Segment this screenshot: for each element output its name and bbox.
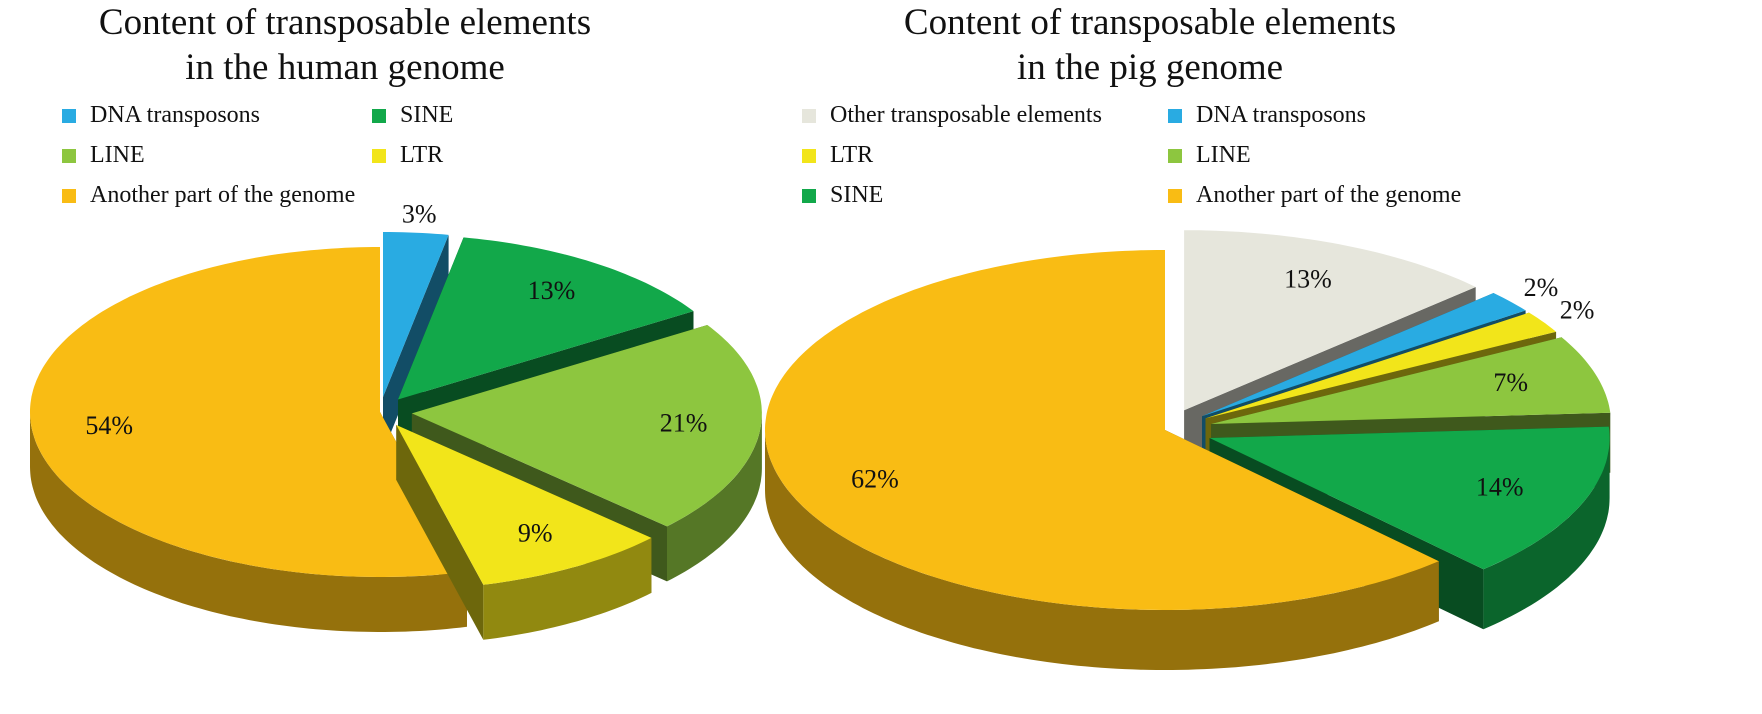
data-label: 21%	[660, 409, 708, 438]
slice: 9%	[396, 425, 652, 640]
legend-swatch	[372, 148, 386, 163]
legend-item: DNA transposons	[62, 102, 260, 129]
legend-label: LINE	[90, 142, 145, 168]
legend-item: LTR	[372, 142, 443, 169]
pie: 13% 2%2% 7% 14% 62%	[765, 230, 1611, 670]
legend-item: DNA transposons	[1168, 102, 1366, 129]
data-label: 2%	[1524, 273, 1559, 302]
slice-side	[30, 412, 467, 632]
slice	[383, 232, 449, 397]
legend-label: SINE	[400, 102, 454, 128]
legend-label: Another part of the genome	[1196, 182, 1462, 208]
slice	[30, 247, 467, 577]
slice-side	[765, 430, 1439, 670]
slice-side	[483, 537, 652, 640]
chart-title: Content of transposable elements in the …	[98, 2, 592, 88]
slice: 54%	[30, 247, 467, 632]
data-label: 9%	[518, 519, 553, 548]
slice-side	[667, 413, 762, 582]
legend-label: SINE	[830, 182, 884, 208]
legend-swatch	[802, 108, 816, 123]
slice: 62%	[765, 250, 1439, 670]
slice	[1211, 337, 1611, 424]
legend-label: Other transposable elements	[830, 102, 1102, 128]
data-label: 13%	[528, 276, 576, 305]
data-label: 54%	[85, 411, 133, 440]
data-label: 2%	[1560, 295, 1595, 324]
legend-swatch	[802, 148, 816, 163]
data-label: 3%	[402, 199, 437, 228]
slice	[1202, 293, 1526, 417]
chart-title: Content of transposable elements in the …	[903, 2, 1397, 88]
legend-item: Another part of the genome	[62, 182, 355, 209]
legend-item: LINE	[1168, 142, 1251, 169]
slice	[411, 325, 762, 527]
slice	[1205, 312, 1557, 419]
slice	[1184, 230, 1476, 411]
slice	[398, 237, 694, 400]
legend-item: Another part of the genome	[1168, 182, 1461, 209]
data-label: 62%	[851, 465, 899, 494]
slice	[396, 425, 652, 585]
slice	[765, 250, 1439, 610]
slice-side	[1483, 438, 1610, 630]
data-label: 14%	[1476, 473, 1524, 502]
data-label: 13%	[1284, 264, 1332, 293]
legend-swatch	[802, 188, 816, 203]
legend-swatch	[1168, 148, 1182, 163]
legend-swatch	[1168, 188, 1182, 203]
legend-label: DNA transposons	[90, 102, 261, 128]
data-label: 7%	[1493, 368, 1528, 397]
legend-swatch	[1168, 108, 1182, 123]
legend-swatch	[62, 148, 76, 163]
legend-label: DNA transposons	[1196, 102, 1367, 128]
slice-cut-face	[396, 425, 484, 640]
legend-item: Other transposable elements	[802, 102, 1102, 129]
legend-swatch	[62, 188, 76, 203]
legend-item: LINE	[62, 142, 145, 169]
legend-label: LINE	[1196, 142, 1251, 168]
legend-item: LTR	[802, 142, 873, 169]
legend-item: SINE	[372, 102, 453, 129]
legend-label: LTR	[400, 142, 444, 168]
legend-label: LTR	[830, 142, 874, 168]
legend-swatch	[62, 108, 76, 123]
pie: 3% 13% 21% 54% 9%	[30, 199, 762, 640]
legend-item: SINE	[802, 182, 883, 209]
legend-swatch	[372, 108, 386, 123]
slice	[1209, 426, 1610, 570]
legend-label: Another part of the genome	[90, 182, 356, 208]
